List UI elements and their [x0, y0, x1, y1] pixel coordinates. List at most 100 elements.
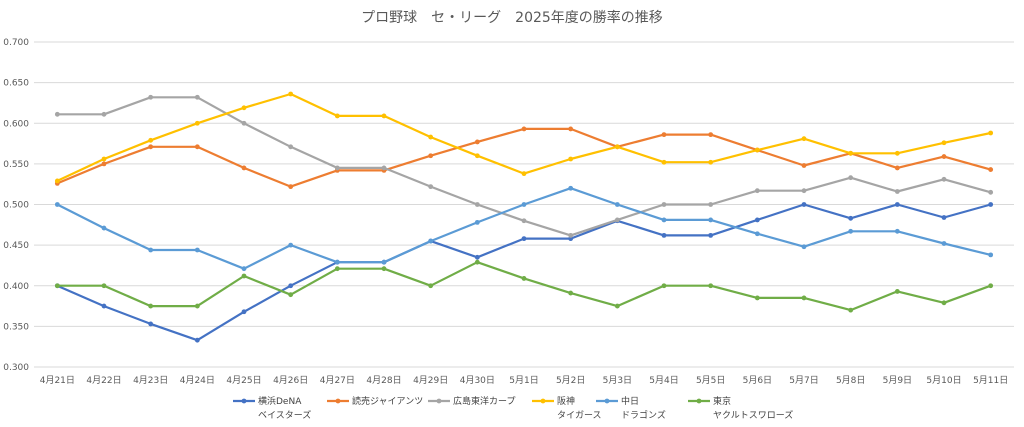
data-point: [474, 254, 480, 260]
data-point: [288, 283, 294, 289]
x-tick-label: 5月11日: [973, 375, 1008, 386]
data-point: [988, 167, 994, 172]
data-point: [521, 218, 527, 224]
series: [54, 185, 994, 272]
data-point: [801, 163, 807, 168]
data-point: [474, 202, 480, 207]
data-point: [194, 120, 200, 126]
data-point: [894, 202, 900, 207]
data-point: [521, 276, 527, 281]
y-tick-label: 0.650: [3, 79, 29, 89]
series: [54, 259, 994, 313]
data-point: [148, 144, 154, 150]
data-point: [241, 165, 247, 171]
series-line: [56, 187, 991, 270]
y-tick-label: 0.600: [3, 119, 29, 129]
legend-label: 阪神: [557, 395, 575, 407]
data-point: [381, 113, 387, 119]
data-point: [848, 307, 854, 313]
data-point: [241, 273, 247, 279]
data-point: [381, 259, 387, 265]
data-point: [194, 94, 200, 100]
data-point: [54, 202, 60, 207]
data-point: [334, 113, 340, 119]
x-tick-label: 4月25日: [226, 375, 261, 386]
data-point: [941, 241, 947, 246]
data-point: [148, 321, 154, 327]
data-point: [941, 215, 947, 220]
data-point: [288, 91, 294, 97]
data-point: [521, 171, 527, 177]
data-point: [614, 144, 620, 150]
data-point: [568, 126, 574, 132]
data-point: [101, 225, 107, 231]
series-line: [57, 96, 991, 237]
data-point: [708, 283, 714, 289]
data-point: [754, 217, 760, 223]
x-tick-label: 5月10日: [926, 375, 961, 386]
data-point: [988, 252, 994, 258]
data-point: [661, 159, 667, 165]
data-point: [614, 303, 620, 309]
data-point: [894, 189, 900, 194]
series-lines: [54, 91, 994, 343]
data-point: [241, 105, 247, 111]
data-point: [614, 202, 620, 207]
chart-title: プロ野球 セ・リーグ 2025年度の勝率の推移: [361, 9, 663, 26]
data-point: [101, 303, 107, 309]
x-tick-label: 5月5日: [696, 375, 725, 386]
data-point: [568, 290, 574, 296]
data-point: [568, 232, 574, 238]
data-point: [848, 228, 854, 234]
data-point: [381, 165, 387, 171]
data-point: [568, 185, 574, 191]
series-line: [56, 92, 991, 182]
data-point: [708, 159, 714, 165]
data-point: [101, 161, 107, 167]
legend-label-line2: タイガース: [557, 410, 602, 421]
y-tick-label: 0.400: [3, 282, 29, 292]
data-point: [101, 283, 107, 289]
legend-label: 広島東洋カープ: [453, 395, 515, 407]
x-tick-label: 5月2日: [556, 375, 585, 386]
data-point: [941, 176, 947, 182]
x-tick-label: 5月8日: [836, 375, 865, 386]
legend-item: 広島東洋カープ: [428, 395, 515, 407]
legend-label-line2: ベイスターズ: [258, 409, 311, 421]
data-point: [661, 217, 667, 223]
data-point: [661, 283, 667, 289]
data-point: [54, 178, 60, 184]
legend-label: 読売ジャイアンツ: [352, 395, 423, 407]
x-tick-label: 4月30日: [460, 375, 495, 386]
data-point: [148, 94, 154, 100]
data-point: [988, 130, 994, 136]
y-tick-label: 0.300: [3, 363, 29, 373]
legend-label: 横浜DeNA: [258, 395, 302, 407]
data-point: [334, 259, 340, 265]
data-point: [428, 134, 434, 140]
series: [54, 202, 994, 343]
data-point: [708, 202, 714, 207]
data-point: [381, 266, 387, 272]
data-point: [521, 126, 527, 132]
y-tick-label: 0.550: [3, 160, 29, 170]
data-point: [194, 247, 200, 253]
x-tick-label: 5月7日: [789, 375, 818, 386]
data-point: [754, 295, 760, 301]
data-point: [194, 303, 200, 309]
data-point: [194, 144, 200, 150]
x-tick-label: 4月29日: [413, 375, 448, 386]
series: [54, 94, 994, 238]
x-tick-label: 5月4日: [649, 375, 678, 386]
data-point: [941, 154, 947, 159]
legend-swatch-marker: [241, 398, 247, 404]
data-point: [801, 202, 807, 207]
x-tick-label: 4月26日: [273, 375, 308, 386]
data-point: [568, 156, 574, 162]
data-point: [801, 244, 807, 250]
data-point: [848, 150, 854, 156]
